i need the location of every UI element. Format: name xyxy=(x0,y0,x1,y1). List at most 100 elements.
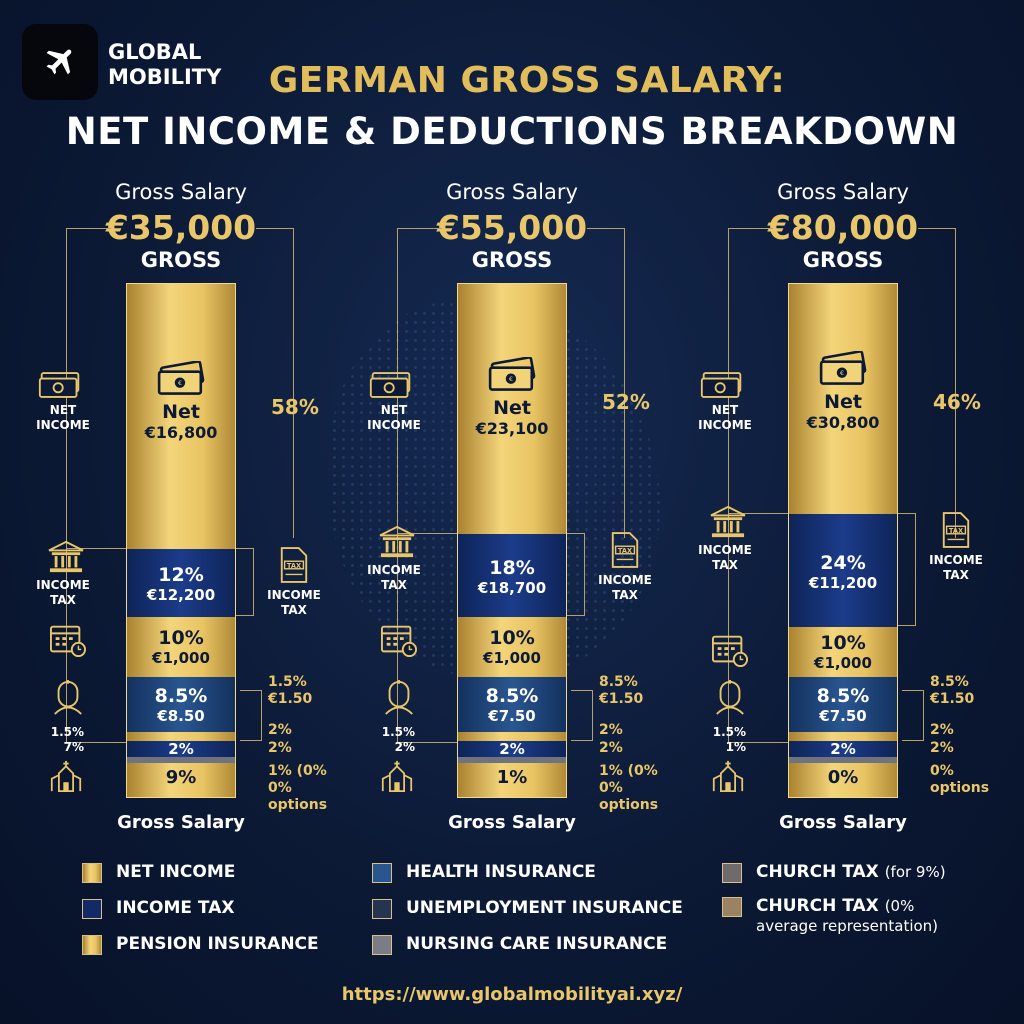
income-tax-right-label: INCOME TAX xyxy=(598,573,652,602)
health-value: €7.50 xyxy=(819,707,867,725)
salary-bar: € Net €23,100 18% €18,700 10% €1,000 8.5… xyxy=(457,283,567,798)
logo xyxy=(22,24,98,100)
health-value: €7.50 xyxy=(488,707,536,725)
legend-swatch xyxy=(722,897,742,917)
website-link[interactable]: https://www.globalmobilityai.xyz/ xyxy=(341,984,683,1005)
bracket-right xyxy=(256,228,294,538)
health-pct: 8.5% xyxy=(816,685,870,707)
salary-column-80000: Gross Salary €80,000 GROSS € Net €30,800… xyxy=(678,180,1008,840)
right-small-a: 2% xyxy=(930,722,954,738)
income-tax-side-label: INCOME TAX xyxy=(367,563,421,592)
health-pct: 8.5% xyxy=(154,685,208,707)
doctor-icon xyxy=(713,678,747,720)
money-icon xyxy=(700,370,744,404)
nursing-segment xyxy=(789,757,897,763)
net-percent: 58% xyxy=(271,395,319,419)
nursing-segment xyxy=(127,757,235,763)
net-label: Net xyxy=(824,391,862,413)
legend-income-tax: INCOME TAX xyxy=(82,898,234,919)
money-icon xyxy=(369,370,413,404)
church-right-values: 1% (0% 0% options xyxy=(268,763,328,813)
unemployment-segment: 2% xyxy=(127,741,235,757)
health-value: €8.50 xyxy=(157,707,205,725)
svg-text:€: € xyxy=(509,376,513,383)
income-tax-segment: 12% €12,200 xyxy=(127,549,235,617)
right-small-a: 2% xyxy=(599,722,623,738)
health-right-values: 8.5% €1.50 xyxy=(930,674,975,707)
right-small-a: 2% xyxy=(268,722,292,738)
thin-gold-segment xyxy=(458,732,566,741)
net-percent: 46% xyxy=(933,390,981,414)
bracket-health xyxy=(902,690,924,741)
tax-pct: 24% xyxy=(820,552,866,574)
legend-net-income: NET INCOME xyxy=(82,862,235,883)
gross-word: GROSS xyxy=(802,248,884,272)
svg-text:TAX: TAX xyxy=(949,527,963,535)
legend-swatch xyxy=(372,863,392,883)
money-icon: € xyxy=(127,360,235,401)
legend-swatch xyxy=(372,899,392,919)
gross-salary-bottom-label: Gross Salary xyxy=(448,812,576,833)
net-percent: 52% xyxy=(602,390,650,414)
unemployment-segment: 2% xyxy=(789,741,897,757)
pension-segment: 10% €1,000 xyxy=(789,627,897,677)
left-small-values: 1.5% 2% xyxy=(381,725,415,754)
tax-document-icon: TAX xyxy=(609,531,641,573)
thin-gold-segment xyxy=(127,732,235,741)
church-icon xyxy=(381,759,413,797)
right-small-b: 2% xyxy=(599,740,623,756)
svg-text:€: € xyxy=(178,380,182,387)
bracket-right xyxy=(918,228,956,538)
pension-pct: 10% xyxy=(820,632,866,654)
pension-value: €1,000 xyxy=(483,649,541,667)
nursing-segment xyxy=(458,757,566,763)
health-segment: 8.5% €7.50 xyxy=(458,677,566,732)
pension-pct: 10% xyxy=(158,627,204,649)
bank-icon xyxy=(47,540,85,578)
tax-pct: 12% xyxy=(158,564,204,586)
bracket-deductions xyxy=(66,548,126,743)
legend-church-tax-0: CHURCH TAX (0% average representation) xyxy=(722,896,938,936)
net-label: Net xyxy=(493,397,531,419)
left-small-values: 1.5% 1% xyxy=(712,725,746,754)
calendar-icon xyxy=(380,622,418,662)
salary-column-35000: Gross Salary €35,000 GROSS € Net €16,800… xyxy=(16,180,346,840)
money-icon xyxy=(38,370,82,404)
tax-document-icon: TAX xyxy=(940,511,972,553)
church-right-values: 1% (0% 0% options xyxy=(599,763,659,813)
tax-value: €12,200 xyxy=(146,586,216,604)
gross-amount: €55,000 xyxy=(436,208,588,247)
gross-word: GROSS xyxy=(140,248,222,272)
income-tax-right-label: INCOME TAX xyxy=(267,588,321,617)
health-right-values: 1.5% €1.50 xyxy=(268,674,313,707)
bank-icon xyxy=(378,525,416,563)
bracket-right xyxy=(587,228,625,538)
svg-text:TAX: TAX xyxy=(618,547,632,555)
pension-segment: 10% €1,000 xyxy=(458,617,566,677)
unemployment-segment: 2% xyxy=(458,741,566,757)
salary-column-55000: Gross Salary €55,000 GROSS € Net €23,100… xyxy=(347,180,677,840)
net-value: €23,100 xyxy=(475,419,549,438)
legend-swatch xyxy=(722,863,742,883)
net-label: Net xyxy=(162,401,200,423)
right-small-b: 2% xyxy=(930,740,954,756)
calendar-icon xyxy=(49,622,87,662)
church-segment: 1% xyxy=(458,763,566,797)
tax-value: €18,700 xyxy=(477,579,547,597)
legend-swatch xyxy=(82,935,102,955)
tax-value: €11,200 xyxy=(808,574,878,592)
gross-salary-label: Gross Salary xyxy=(115,180,247,204)
legend-health: HEALTH INSURANCE xyxy=(372,862,596,883)
income-tax-right-label: INCOME TAX xyxy=(929,553,983,582)
net-value: €30,800 xyxy=(806,413,880,432)
doctor-icon xyxy=(51,678,85,720)
gross-salary-bottom-label: Gross Salary xyxy=(779,812,907,833)
doctor-icon xyxy=(382,678,416,720)
thin-gold-segment xyxy=(789,732,897,741)
gross-salary-label: Gross Salary xyxy=(446,180,578,204)
legend-swatch xyxy=(82,899,102,919)
gross-salary-label: Gross Salary xyxy=(777,180,909,204)
legend-swatch xyxy=(372,935,392,955)
svg-text:€: € xyxy=(840,370,844,377)
bracket-tax xyxy=(898,513,916,626)
